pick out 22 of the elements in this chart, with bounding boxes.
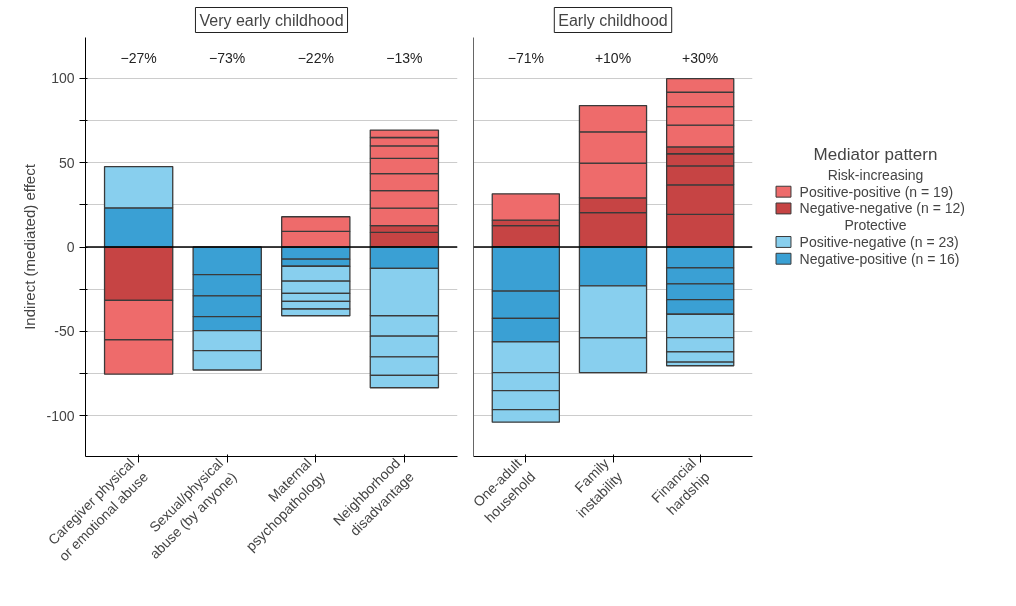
y-tick-label: 50	[58, 154, 75, 171]
legend-label: Negative-positive (n = 16)	[799, 250, 960, 267]
annotation: −71%	[507, 49, 544, 66]
legend-label: Positive-positive (n = 19)	[799, 183, 954, 200]
legend-title: Mediator pattern	[813, 145, 938, 165]
annotation: +10%	[594, 49, 632, 66]
chart-title: Very early childhood	[199, 11, 344, 29]
text: Risk-increasing	[827, 166, 924, 183]
legend-label: Negative-negative (n = 12)	[799, 200, 965, 217]
annotation: −27%	[120, 49, 157, 66]
annotation: −13%	[386, 49, 423, 66]
y-tick-label: 0	[66, 239, 75, 255]
y-axis-title: Indirect (mediated) effect	[21, 163, 39, 330]
chart-title: Early childhood	[558, 11, 668, 29]
y-tick-label: -100	[46, 407, 75, 424]
annotation: −73%	[209, 49, 246, 66]
legend-label: Positive-negative (n = 23)	[799, 233, 959, 250]
annotation: +30%	[682, 49, 719, 66]
y-tick-label: 100	[51, 70, 75, 87]
text: Protective	[844, 217, 907, 234]
y-tick-label: -50	[54, 323, 75, 340]
annotation: −22%	[297, 49, 334, 66]
